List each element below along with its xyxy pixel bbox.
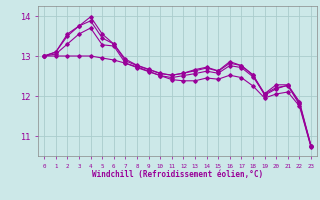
X-axis label: Windchill (Refroidissement éolien,°C): Windchill (Refroidissement éolien,°C) — [92, 170, 263, 179]
